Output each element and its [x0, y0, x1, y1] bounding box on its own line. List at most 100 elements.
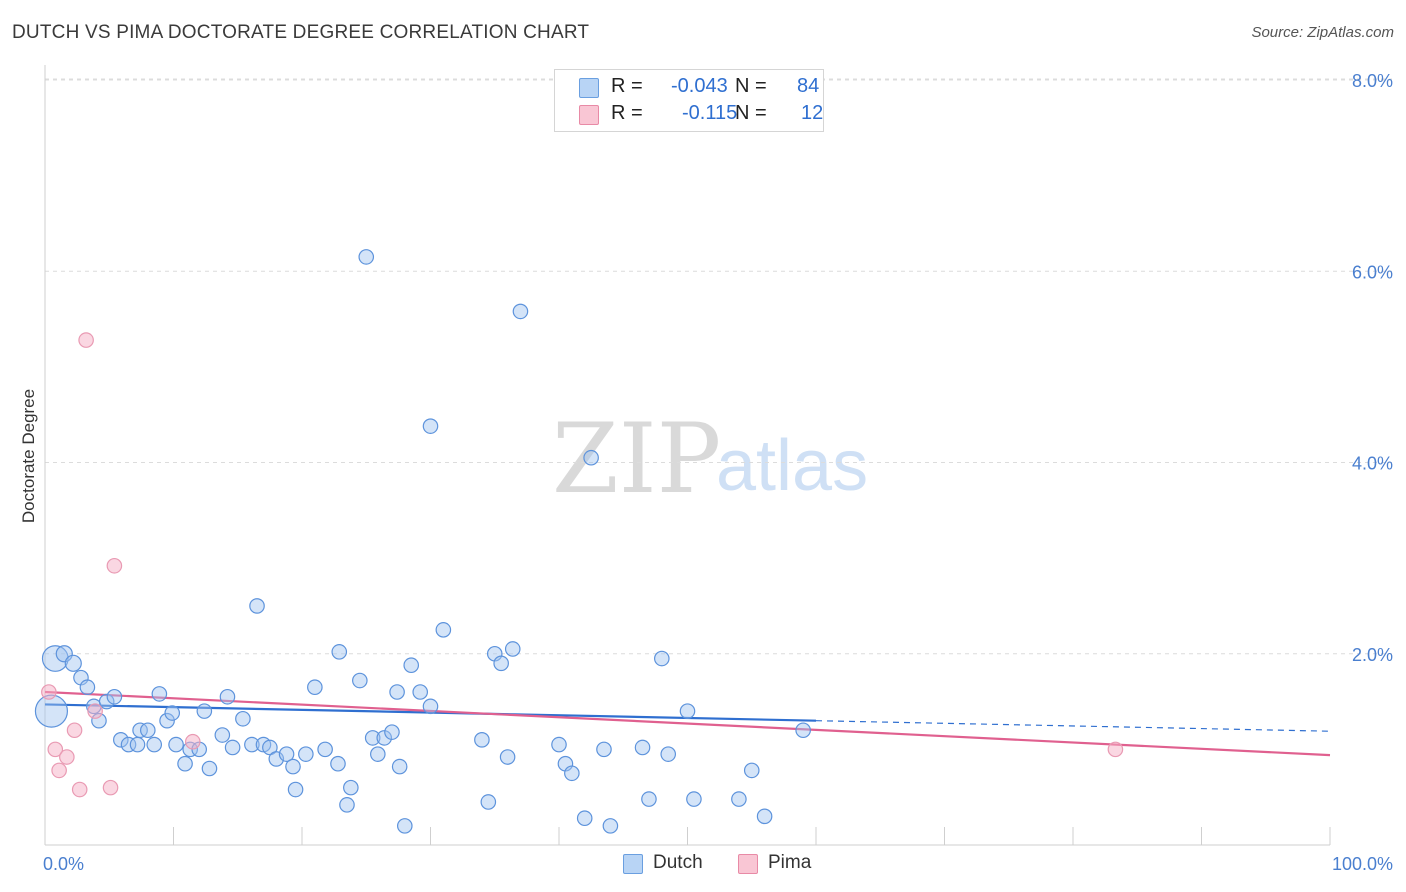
point-dutch-42	[339, 797, 355, 813]
bottom-legend-swatch-dutch	[623, 854, 643, 874]
y-tick-label-4: 4.0%	[1352, 454, 1393, 474]
x-tick-label-0: 0.0%	[43, 854, 84, 874]
point-pima-8	[102, 779, 119, 796]
point-pima-6	[78, 332, 94, 348]
point-dutch-51	[391, 758, 408, 775]
point-dutch-36	[287, 781, 304, 798]
point-dutch-39	[317, 741, 333, 758]
point-dutch-64	[512, 303, 529, 320]
point-dutch-81	[795, 722, 811, 739]
point-dutch-19	[168, 736, 184, 753]
point-dutch-49	[384, 724, 400, 740]
point-dutch-53	[403, 657, 420, 674]
point-dutch-77	[686, 791, 702, 807]
point-dutch-0	[34, 694, 69, 728]
y-tick-label-2: 2.0%	[1352, 645, 1393, 665]
trendline-dutch-extension	[815, 720, 1331, 732]
y-tick-label-8: 8.0%	[1352, 71, 1393, 91]
point-pima-1	[47, 741, 64, 758]
legend-swatch-dutch	[579, 78, 599, 98]
point-dutch-73	[641, 791, 657, 807]
point-pima-11	[1107, 741, 1124, 758]
point-dutch-14	[140, 722, 156, 739]
point-dutch-25	[214, 727, 231, 743]
point-dutch-23	[196, 703, 213, 719]
legend-r-label: R =	[611, 102, 643, 124]
point-dutch-17	[159, 712, 175, 729]
point-dutch-35	[285, 758, 301, 775]
point-dutch-63	[504, 641, 521, 657]
bottom-legend-label-dutch: Dutch	[653, 852, 703, 873]
point-dutch-52	[396, 818, 413, 834]
legend-r-value-dutch: -0.043	[671, 75, 728, 97]
point-dutch-57	[435, 622, 452, 638]
point-dutch-47	[370, 746, 386, 762]
point-dutch-29	[244, 736, 260, 753]
watermark-zip: ZIP	[552, 403, 721, 515]
x-tick-label-100: 100.0%	[1332, 854, 1393, 874]
point-pima-2	[51, 762, 67, 779]
point-pima-7	[87, 703, 103, 719]
point-dutch-43	[343, 779, 359, 796]
watermark-atlas: atlas	[716, 426, 868, 506]
point-dutch-78	[731, 791, 747, 807]
point-dutch-61	[493, 655, 509, 672]
point-dutch-58	[474, 732, 490, 748]
point-pima-5	[71, 781, 88, 798]
point-dutch-74	[653, 650, 670, 667]
legend-r-label: R =	[611, 75, 643, 97]
point-dutch-8	[98, 693, 115, 710]
point-dutch-26	[219, 688, 236, 705]
point-dutch-1	[41, 645, 69, 672]
point-dutch-9	[106, 688, 123, 705]
y-tick-label-6: 6.0%	[1352, 262, 1393, 282]
point-dutch-28	[235, 710, 251, 727]
point-pima-10	[184, 733, 201, 750]
point-dutch-24	[201, 760, 218, 777]
point-pima-0	[41, 684, 57, 700]
point-dutch-80	[756, 808, 773, 825]
point-dutch-44	[352, 672, 368, 689]
point-dutch-40	[330, 755, 346, 772]
y-axis-label: Doctorate Degree	[19, 389, 38, 523]
point-dutch-20	[177, 755, 193, 772]
gridlines	[45, 78, 1392, 655]
point-dutch-3	[64, 654, 82, 672]
legend-box: R = -0.043 N = 84 R = -0.115 N = 12	[554, 69, 824, 132]
x-tick-labels: 0.0% 100.0%	[43, 854, 1393, 874]
point-dutch-50	[389, 684, 405, 700]
point-dutch-30	[249, 598, 265, 614]
chart-title: DUTCH VS PIMA DOCTORATE DEGREE CORRELATI…	[12, 22, 590, 43]
legend-n-label: N =	[735, 102, 767, 124]
point-dutch-55	[422, 698, 439, 715]
bottom-legend-label-pima: Pima	[768, 852, 812, 873]
legend-r-value-pima: -0.115	[682, 102, 738, 124]
point-dutch-18	[164, 705, 181, 721]
point-dutch-12	[129, 736, 146, 753]
point-dutch-72	[634, 739, 651, 756]
watermark: ZIP atlas	[552, 403, 868, 515]
point-dutch-5	[79, 679, 96, 696]
point-dutch-10	[113, 732, 129, 748]
point-dutch-41	[331, 644, 348, 660]
y-tick-labels: 2.0% 4.0% 6.0% 8.0%	[1352, 71, 1393, 665]
point-dutch-16	[151, 686, 168, 702]
point-dutch-37	[298, 746, 314, 762]
point-pima-4	[66, 722, 83, 739]
legend-n-value-dutch: 84	[797, 75, 820, 97]
point-dutch-76	[679, 703, 696, 719]
point-dutch-46	[364, 730, 381, 746]
point-dutch-71	[602, 818, 619, 834]
legend-swatch-pima	[579, 105, 599, 125]
point-dutch-68	[576, 810, 593, 827]
bottom-legend-swatch-pima	[738, 854, 758, 874]
point-dutch-75	[660, 746, 677, 762]
point-dutch-38	[307, 679, 323, 696]
point-dutch-62	[499, 749, 516, 765]
point-dutch-70	[596, 741, 612, 758]
point-dutch-48	[376, 730, 393, 746]
source-label: Source: ZipAtlas.com	[1251, 24, 1394, 41]
point-dutch-79	[743, 762, 760, 779]
point-dutch-65	[551, 736, 567, 753]
